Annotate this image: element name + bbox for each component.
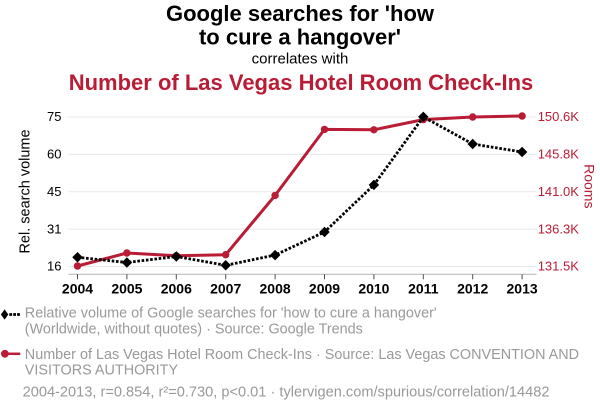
svg-text:2004-2013, r=0.854, r²=0.730,: 2004-2013, r=0.854, r²=0.730, p<0.01 · t… — [23, 385, 550, 401]
svg-text:45: 45 — [47, 184, 61, 199]
svg-text:2005: 2005 — [111, 281, 142, 297]
svg-text:2007: 2007 — [210, 281, 241, 297]
svg-text:2011: 2011 — [408, 281, 439, 297]
svg-text:2009: 2009 — [309, 281, 340, 297]
svg-text:136.3K: 136.3K — [538, 221, 580, 236]
svg-text:Number of Las Vegas Hotel Room: Number of Las Vegas Hotel Room Check-Ins… — [25, 347, 579, 363]
svg-text:2004: 2004 — [62, 281, 93, 297]
svg-text:150.6K: 150.6K — [538, 109, 580, 124]
svg-text:2012: 2012 — [457, 281, 488, 297]
svg-text:2006: 2006 — [161, 281, 192, 297]
svg-text:2013: 2013 — [507, 281, 538, 297]
svg-text:Number of Las Vegas Hotel Room: Number of Las Vegas Hotel Room Check-Ins — [69, 70, 534, 95]
svg-text:131.5K: 131.5K — [538, 259, 580, 274]
svg-text:145.8K: 145.8K — [538, 147, 580, 162]
svg-text:correlates with: correlates with — [252, 51, 349, 68]
svg-text:Google searches for 'how: Google searches for 'how — [166, 1, 435, 26]
svg-text:2008: 2008 — [260, 281, 291, 297]
svg-text:(Worldwide, without quotes) ·: (Worldwide, without quotes) · Source: Go… — [25, 321, 363, 337]
svg-text:16: 16 — [47, 259, 61, 274]
svg-text:2010: 2010 — [358, 281, 389, 297]
svg-text:Relative volume of Google sear: Relative volume of Google searches for '… — [25, 306, 437, 322]
svg-text:VISITORS AUTHORITY: VISITORS AUTHORITY — [25, 363, 179, 379]
svg-text:141.0K: 141.0K — [538, 184, 580, 199]
svg-text:31: 31 — [47, 221, 61, 236]
svg-text:60: 60 — [47, 147, 61, 162]
svg-text:Rel. search volume: Rel. search volume — [18, 129, 34, 253]
svg-text:to cure a hangover': to cure a hangover' — [199, 25, 401, 50]
svg-text:75: 75 — [47, 109, 61, 124]
svg-text:Rooms: Rooms — [582, 164, 598, 208]
